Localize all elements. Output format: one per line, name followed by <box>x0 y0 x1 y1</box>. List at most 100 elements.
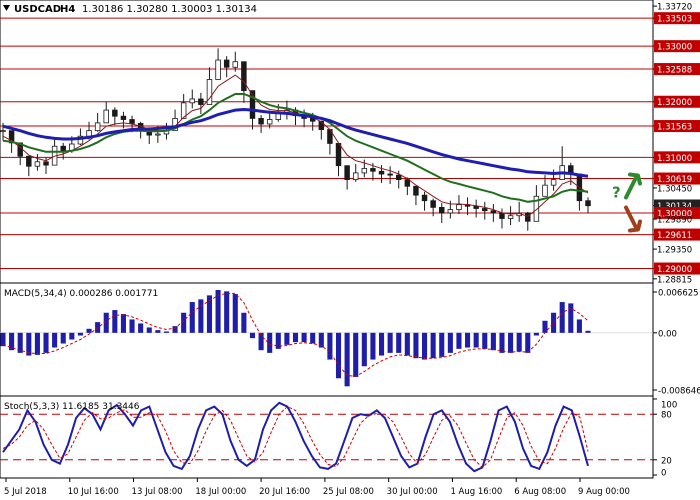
candle-body <box>0 130 6 133</box>
stoch-label: Stoch(5,3,3) 11.6185 31.3446 <box>4 402 140 412</box>
macd-label: MACD(5,34,4) 0.000286 0.001771 <box>4 289 158 299</box>
macd-bar <box>473 332 479 348</box>
macd-bar <box>155 330 161 333</box>
candle-body <box>215 59 221 80</box>
macd-bar <box>34 332 40 355</box>
candle-body <box>26 155 32 167</box>
candle-body <box>223 59 230 68</box>
price-tick-label: 1.29890 <box>657 216 692 226</box>
x-tick-label: 6 Aug 08:00 <box>514 487 566 497</box>
macd-bar <box>267 332 273 353</box>
price-tick-label: 1.33720 <box>657 3 692 13</box>
macd-bar <box>86 328 92 333</box>
macd-bar <box>310 332 316 344</box>
macd-bar <box>396 332 402 353</box>
x-tick-label: 10 Jul 16:00 <box>68 487 119 497</box>
candle-body <box>525 212 531 222</box>
candle-body <box>8 130 15 144</box>
level-price-tag <box>654 95 700 108</box>
candle-body <box>473 205 479 209</box>
macd-bar <box>422 332 428 360</box>
macd-bar <box>138 323 144 333</box>
macd-bar <box>482 332 488 349</box>
macd-bar <box>576 319 582 333</box>
chart-symbol: USDCAD <box>14 4 61 15</box>
price-tick-label: 1.30450 <box>657 184 692 194</box>
macd-bar <box>292 332 299 343</box>
macd-bar <box>430 332 436 359</box>
price-tick-label: 1.32000 <box>657 98 692 108</box>
candle-body <box>180 102 187 119</box>
macd-bar <box>335 332 342 379</box>
candle-body <box>430 200 436 208</box>
candle-body <box>60 145 66 152</box>
stoch-tick-label: 20 <box>661 456 672 466</box>
question-annotation: ? <box>612 183 621 201</box>
macd-bar <box>258 332 264 351</box>
macd-bar <box>404 332 410 356</box>
macd-bar <box>189 302 195 333</box>
level-price-tag <box>654 172 700 185</box>
candle-body <box>344 165 350 180</box>
price-tick-label: 1.30000 <box>657 209 692 219</box>
macd-bar <box>215 290 221 333</box>
macd-bar <box>163 331 169 333</box>
macd-panel <box>0 282 654 397</box>
macd-tick-label: 0.00 <box>658 329 677 339</box>
price-panel <box>0 0 654 284</box>
macd-bar <box>77 332 83 336</box>
x-tick-label: 1 Aug 16:00 <box>450 487 502 497</box>
x-tick-label: 30 Jul 00:00 <box>387 487 438 497</box>
candle-body <box>542 184 548 197</box>
chart-timeframe: H4 <box>60 4 75 15</box>
macd-bar <box>224 291 230 333</box>
macd-bar <box>206 295 213 333</box>
x-tick-label: 9 Aug 00:00 <box>578 487 630 497</box>
candle-body <box>266 119 273 125</box>
macd-bar <box>318 332 324 348</box>
candle-body <box>370 168 376 172</box>
macd-bar <box>344 332 350 387</box>
macd-bar <box>439 332 445 357</box>
level-price-tag <box>654 262 700 275</box>
ma-mid-line <box>2 93 589 203</box>
level-price-tag <box>654 120 700 133</box>
macd-bar <box>52 332 58 348</box>
candle-body <box>155 133 161 136</box>
candle-body <box>499 212 505 219</box>
macd-bar <box>198 299 204 333</box>
candle-body <box>378 170 385 175</box>
price-tick-label: 1.31563 <box>657 123 692 133</box>
macd-bar <box>525 332 531 353</box>
macd-bar <box>60 332 66 344</box>
candle-body <box>585 200 591 207</box>
x-tick-label: 25 Jul 08:00 <box>323 487 374 497</box>
macd-bar <box>516 332 522 352</box>
candle-body <box>482 208 488 212</box>
x-tick-label: 20 Jul 16:00 <box>259 487 310 497</box>
arrow-down-icon <box>624 205 642 233</box>
candle-body <box>404 179 411 187</box>
macd-bar <box>0 332 6 347</box>
macd-tick-label: 0.006625 <box>658 289 699 299</box>
x-tick-label: 5 Jul 2018 <box>4 487 47 497</box>
macd-bar <box>69 332 75 340</box>
macd-bar <box>353 332 359 377</box>
macd-bar <box>499 332 505 353</box>
macd-bar <box>232 294 238 333</box>
macd-bar <box>465 332 471 348</box>
macd-bar <box>361 332 367 367</box>
candle-body <box>335 143 342 167</box>
candle-body <box>550 179 557 186</box>
candle-body <box>129 119 135 124</box>
macd-bar <box>120 314 126 333</box>
macd-bar <box>43 332 49 353</box>
macd-bar <box>129 319 135 333</box>
price-tick-label: 1.32588 <box>657 66 692 76</box>
candle-body <box>112 109 118 117</box>
x-tick-label: 18 Jul 00:00 <box>195 487 246 497</box>
level-price-tag <box>654 12 700 25</box>
level-price-tag <box>654 228 700 241</box>
ma-fast-line <box>2 74 589 217</box>
level-price-tag <box>654 206 700 219</box>
